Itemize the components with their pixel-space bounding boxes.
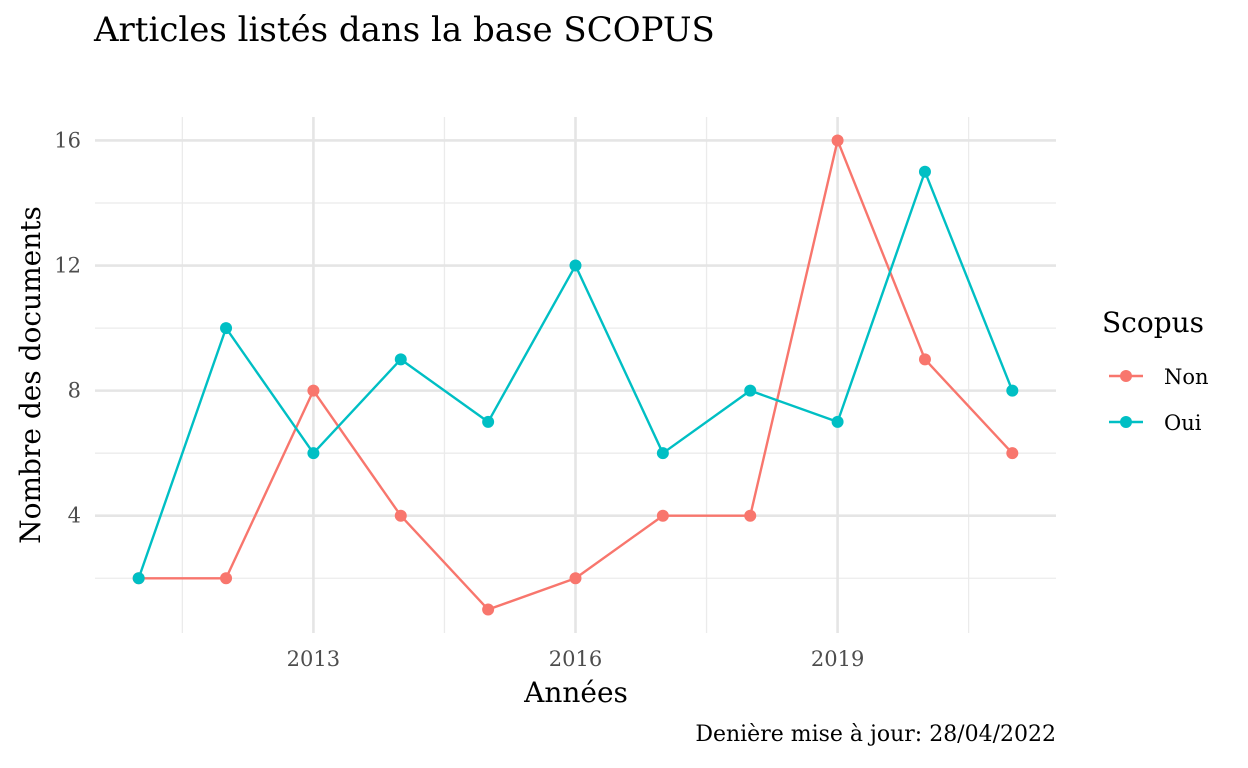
data-point-non — [220, 572, 233, 585]
y-tick-label: 12 — [54, 254, 81, 278]
legend-title: Scopus — [1102, 306, 1204, 339]
data-point-oui — [744, 384, 757, 397]
x-tick-label: 2019 — [811, 647, 864, 671]
major-gridlines — [95, 117, 1056, 633]
legend-point-oui — [1120, 416, 1132, 428]
y-tick-label: 4 — [68, 504, 81, 528]
data-point-non — [831, 134, 844, 147]
data-point-oui — [482, 415, 495, 428]
chart-title: Articles listés dans la base SCOPUS — [94, 10, 715, 50]
y-tick-label: 16 — [54, 128, 81, 152]
legend-label-oui: Oui — [1164, 411, 1202, 435]
data-point-non — [656, 509, 669, 522]
data-point-non — [918, 353, 931, 366]
update-caption: Denière mise à jour: 28/04/2022 — [695, 722, 1056, 747]
data-point-non — [569, 572, 582, 585]
series-points — [132, 134, 1019, 616]
data-point-oui — [394, 353, 407, 366]
data-point-oui — [918, 165, 931, 178]
data-point-oui — [831, 415, 844, 428]
data-point-oui — [1006, 384, 1019, 397]
x-tick-labels: 2013 2016 2019 — [287, 647, 865, 671]
legend-label-non: Non — [1164, 365, 1209, 389]
data-point-non — [394, 509, 407, 522]
legend: Scopus Non Oui — [1102, 306, 1209, 435]
y-tick-labels: 4 8 12 16 — [54, 128, 81, 527]
data-point-oui — [307, 447, 320, 460]
data-point-oui — [132, 572, 145, 585]
data-point-oui — [220, 322, 233, 335]
legend-point-non — [1120, 370, 1132, 382]
x-tick-label: 2013 — [287, 647, 340, 671]
x-axis-title: Années — [523, 676, 628, 709]
data-point-non — [482, 603, 495, 616]
x-tick-label: 2016 — [549, 647, 602, 671]
data-point-oui — [656, 447, 669, 460]
data-point-oui — [569, 259, 582, 272]
data-point-non — [1006, 447, 1019, 460]
data-point-non — [307, 384, 320, 397]
y-tick-label: 8 — [68, 379, 81, 403]
data-point-non — [744, 509, 757, 522]
y-axis-title: Nombre des documents — [14, 206, 47, 544]
